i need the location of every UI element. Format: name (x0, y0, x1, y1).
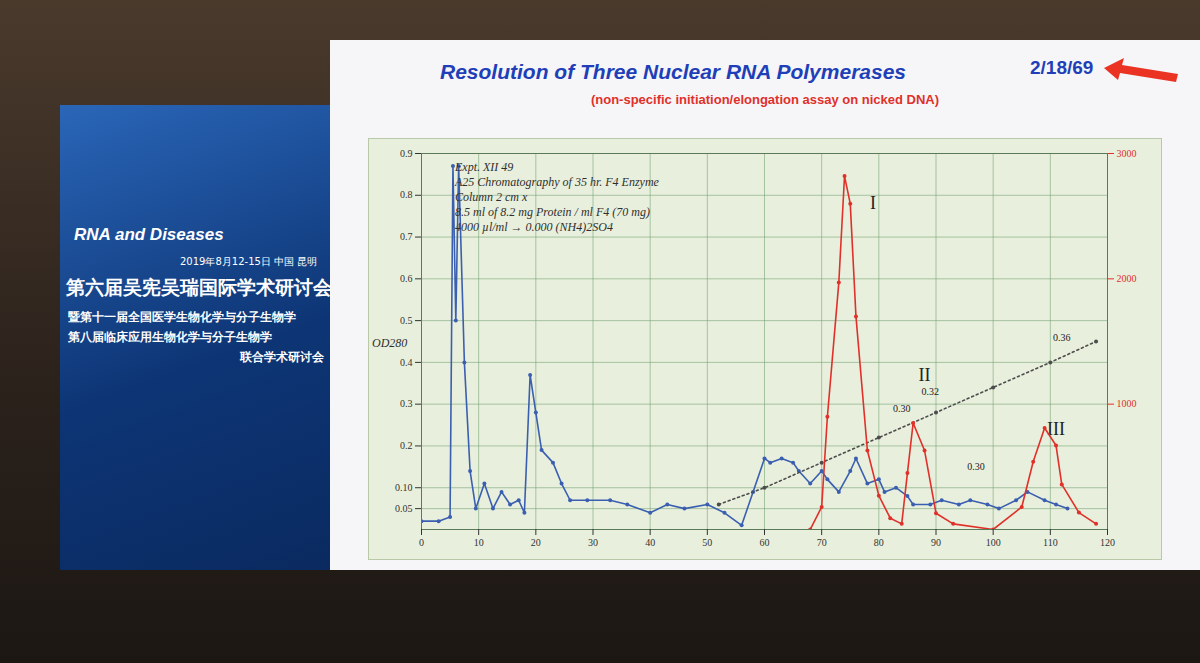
svg-text:0.32: 0.32 (922, 386, 940, 397)
svg-text:0.30: 0.30 (893, 403, 911, 414)
svg-text:0.7: 0.7 (400, 231, 413, 242)
svg-text:0.5: 0.5 (400, 315, 413, 326)
html-text:A25 Chromatography of 35 hr. F: A25 Chromatography of 35 hr. F4 Enzyme (455, 175, 659, 189)
svg-text:90: 90 (931, 537, 941, 548)
svg-text:0.36: 0.36 (1053, 332, 1071, 343)
svg-text:50: 50 (702, 537, 712, 548)
svg-text:0.9: 0.9 (400, 148, 413, 159)
svg-text:80: 80 (874, 537, 884, 548)
svg-text:0: 0 (419, 537, 424, 548)
html-text:OD280: OD280 (372, 336, 408, 350)
svg-text:3000: 3000 (1117, 148, 1137, 159)
svg-text:I: I (870, 193, 876, 213)
html-text:2/18/69: 2/18/69 (1030, 57, 1094, 78)
html-text:联合学术研讨会: 联合学术研讨会 (240, 350, 324, 364)
svg-text:120: 120 (1100, 537, 1115, 548)
html-text:(non-specific initiation/elong: (non-specific initiation/elongation assa… (590, 92, 940, 107)
html-text:Expt. XII 49: Expt. XII 49 (455, 160, 514, 174)
html-text:第六届吴宪吴瑞国际学术研讨会: 第六届吴宪吴瑞国际学术研讨会 (66, 276, 332, 298)
html-text:第八届临床应用生物化学与分子生物学: 第八届临床应用生物化学与分子生物学 (68, 330, 272, 344)
svg-text:60: 60 (760, 537, 770, 548)
svg-text:70: 70 (817, 537, 827, 548)
html-text:8.5 ml of 8.2 mg Protein / ml: 8.5 ml of 8.2 mg Protein / ml F4 (70 mg) (455, 205, 650, 219)
html-text:2019年8月12-15日 中国 昆明: 2019年8月12-15日 中国 昆明 (180, 256, 318, 267)
svg-text:2000: 2000 (1117, 273, 1137, 284)
svg-text:110: 110 (1043, 537, 1058, 548)
svg-text:1000: 1000 (1117, 398, 1137, 409)
html-text:Column 2 cm x: Column 2 cm x (455, 190, 528, 204)
svg-text:100: 100 (986, 537, 1001, 548)
svg-text:0.2: 0.2 (400, 440, 413, 451)
svg-text:0.05: 0.05 (395, 503, 413, 514)
svg-text:0.30: 0.30 (967, 461, 985, 472)
html-text:RNA and Diseases: RNA and Diseases (74, 225, 224, 244)
svg-text:0.4: 0.4 (400, 357, 413, 368)
html-text:Resolution of Three Nuclear RN: Resolution of Three Nuclear RNA Polymera… (440, 60, 906, 83)
svg-text:40: 40 (645, 537, 655, 548)
svg-text:10: 10 (474, 537, 484, 548)
html-text:4000 µl/ml → 0.000 (NH4)2SO4: 4000 µl/ml → 0.000 (NH4)2SO4 (455, 220, 613, 234)
svg-text:20: 20 (531, 537, 541, 548)
svg-text:0.6: 0.6 (400, 273, 413, 284)
svg-text:30: 30 (588, 537, 598, 548)
html-text:暨第十一届全国医学生物化学与分子生物学: 暨第十一届全国医学生物化学与分子生物学 (68, 310, 296, 324)
svg-text:0.10: 0.10 (395, 482, 413, 493)
svg-text:III: III (1047, 419, 1065, 439)
svg-text:II: II (919, 365, 931, 385)
svg-text:0.8: 0.8 (400, 189, 413, 200)
svg-text:0.3: 0.3 (400, 398, 413, 409)
